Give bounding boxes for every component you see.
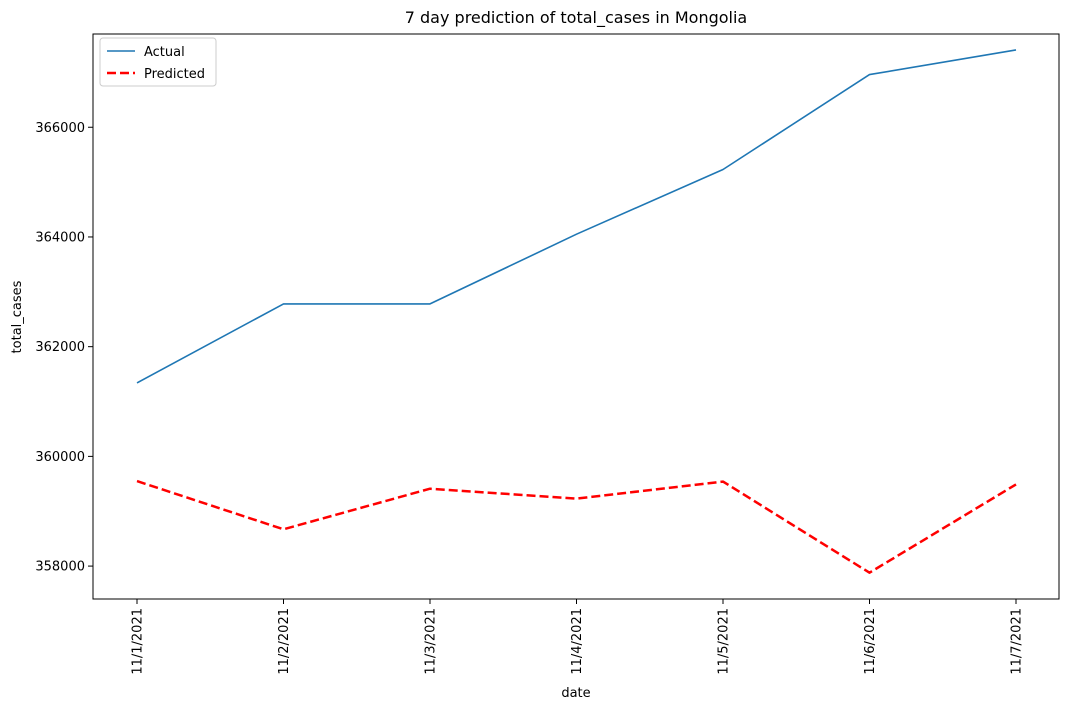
x-tick-label: 11/4/2021 bbox=[570, 608, 585, 675]
x-tick-label: 11/5/2021 bbox=[717, 608, 732, 675]
legend-label-predicted: Predicted bbox=[144, 67, 205, 82]
y-tick-label: 358000 bbox=[35, 560, 85, 575]
x-axis: 11/1/2021 11/2/2021 11/3/2021 11/4/2021 11/5… bbox=[131, 599, 1025, 675]
y-tick-label: 360000 bbox=[35, 450, 85, 465]
y-tick-label: 362000 bbox=[35, 340, 85, 355]
series-line-actual bbox=[136, 49, 1017, 384]
y-axis: 358000 360000 362000 364000 366000 bbox=[35, 121, 93, 575]
x-tick-label: 11/3/2021 bbox=[424, 608, 439, 675]
series-line-predicted bbox=[136, 479, 1017, 574]
x-tick-label: 11/6/2021 bbox=[863, 608, 878, 675]
x-tick-label: 11/1/2021 bbox=[131, 608, 146, 675]
legend: Actual Predicted bbox=[99, 37, 217, 87]
x-tick-label: 11/7/2021 bbox=[1010, 608, 1025, 675]
x-axis-label: date bbox=[561, 686, 590, 701]
chart-title: 7 day prediction of total_cases in Mongo… bbox=[405, 8, 747, 28]
x-tick-label: 11/2/2021 bbox=[277, 608, 292, 675]
y-tick-label: 364000 bbox=[35, 230, 85, 245]
series-layer bbox=[136, 49, 1017, 574]
y-tick-label: 366000 bbox=[35, 121, 85, 136]
legend-label-actual: Actual bbox=[144, 45, 185, 60]
y-axis-label: total_cases bbox=[10, 280, 25, 353]
